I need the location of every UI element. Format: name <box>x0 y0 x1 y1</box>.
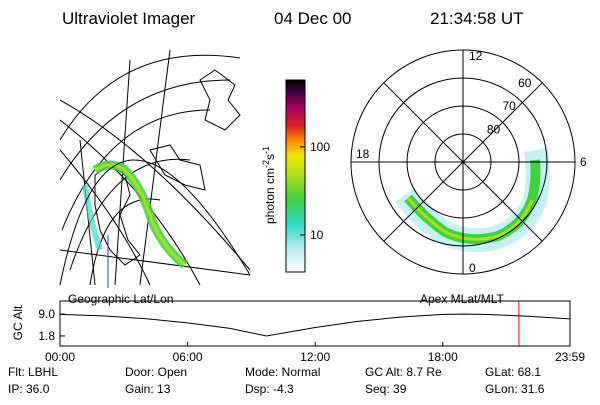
mlt-label: 12 <box>469 49 483 63</box>
info-field: GLon: 31.6 <box>485 382 545 396</box>
lat-circle <box>378 77 548 247</box>
altitude-frame <box>59 300 571 347</box>
info-field: GC Alt: 8.7 Re <box>365 365 442 379</box>
y-tick-label: 1.8 <box>38 329 55 343</box>
x-tick-label: 06:00 <box>173 350 203 364</box>
colorbar-tick-label: 10 <box>310 228 324 242</box>
geo-map <box>60 49 251 288</box>
x-tick-label: 00:00 <box>45 350 75 364</box>
x-tick-label: 18:00 <box>428 350 458 364</box>
lat-circle <box>406 105 520 219</box>
colorbar-tick-label: 100 <box>310 140 330 154</box>
info-field: Dsp: -4.3 <box>245 382 294 396</box>
colorbar <box>285 79 306 273</box>
lat-label: 60 <box>518 76 532 90</box>
x-tick-label: 23:59 <box>555 350 585 364</box>
y-tick-label: 9.0 <box>38 307 55 321</box>
label-exp: -1 <box>261 146 271 154</box>
info-field: Seq: 39 <box>365 382 407 396</box>
info-field: IP: 36.0 <box>8 382 50 396</box>
polar-caption: Apex MLat/MLT <box>420 292 504 306</box>
info-field: Gain: 13 <box>125 382 171 396</box>
altitude-curve <box>59 313 571 337</box>
colorbar-label: photon cm-2s-1 <box>261 146 277 224</box>
date: 04 Dec 00 <box>274 9 352 28</box>
lat-circle <box>434 133 492 191</box>
mlt-label: 18 <box>356 147 370 161</box>
info-field: Door: Open <box>125 365 187 379</box>
geo-limb <box>59 159 251 286</box>
mlt-label: 6 <box>580 155 587 169</box>
altitude-ylabel: GC Alt <box>11 305 25 340</box>
lat-label: 70 <box>502 99 516 113</box>
x-tick-label: 12:00 <box>300 350 330 364</box>
time: 21:34:58 UT <box>430 9 524 28</box>
info-field: GLat: 68.1 <box>485 365 541 379</box>
info-field: Flt: LBHL <box>8 365 58 379</box>
instrument-title: Ultraviolet Imager <box>62 9 196 28</box>
info-field: Mode: Normal <box>245 365 320 379</box>
label-part: photon cm <box>263 168 277 224</box>
lat-label: 80 <box>487 122 501 136</box>
mlt-label: 0 <box>469 261 476 275</box>
label-exp: -2 <box>261 160 271 168</box>
polar-aurora <box>395 148 550 253</box>
geo-caption: Geographic Lat/Lon <box>68 292 173 306</box>
label-part: s <box>263 154 277 160</box>
